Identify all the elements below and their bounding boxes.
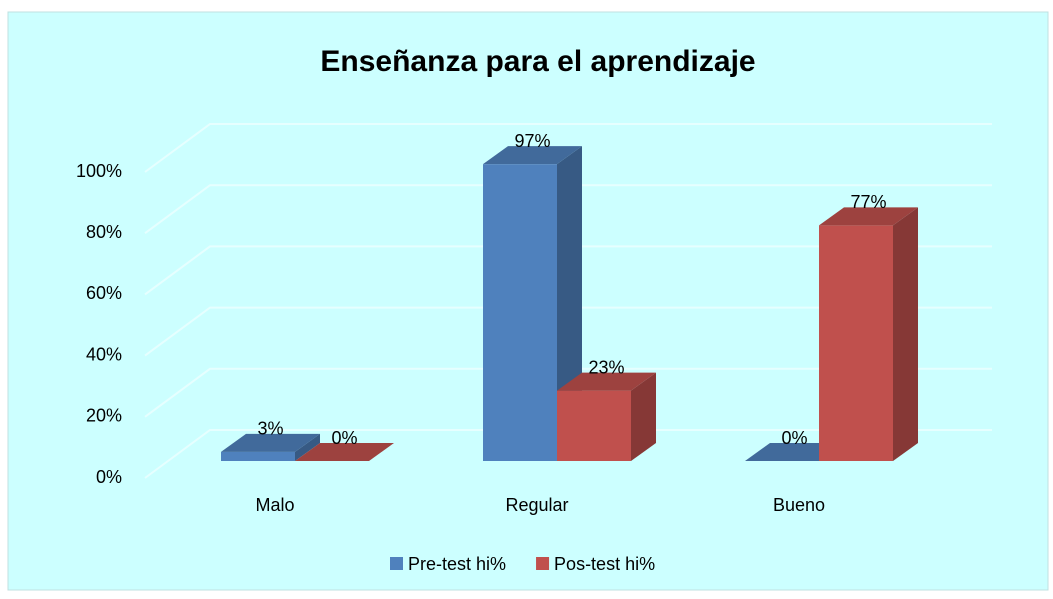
bar: [819, 207, 918, 461]
bar-front: [819, 225, 893, 461]
grid-line: [144, 367, 992, 418]
legend-label: Pre-test hi%: [408, 554, 506, 574]
y-tick-label: 80%: [86, 222, 122, 242]
y-tick-label: 40%: [86, 344, 122, 364]
x-tick-label: Regular: [505, 495, 568, 515]
bar-side: [631, 372, 656, 461]
y-tick-label: 100%: [76, 161, 122, 181]
bar-front: [221, 451, 295, 461]
legend-swatch: [390, 557, 403, 570]
data-label: 0%: [781, 428, 807, 448]
grid-line: [144, 306, 992, 357]
bar-side: [893, 207, 918, 461]
grid-line: [144, 429, 992, 479]
bar: [295, 443, 394, 461]
bar-top: [819, 207, 918, 226]
grid-line: [144, 184, 992, 235]
data-label: 0%: [331, 428, 357, 448]
bar-top: [557, 372, 656, 391]
bar-top: [295, 443, 394, 461]
legend-label: Pos-test hi%: [554, 554, 655, 574]
data-label: 3%: [257, 419, 283, 439]
chart-title: Enseñanza para el aprendizaje: [320, 45, 755, 78]
legend-swatch: [536, 557, 550, 570]
data-label: 77%: [850, 192, 886, 212]
grid-line: [144, 245, 992, 296]
x-tick-label: Bueno: [773, 495, 825, 515]
bar-front: [557, 390, 631, 461]
bar-side: [295, 433, 320, 461]
bar-top: [483, 146, 582, 165]
y-tick-label: 20%: [86, 406, 122, 426]
bar: [221, 433, 320, 461]
x-tick-label: Malo: [255, 495, 294, 515]
data-label: 97%: [514, 131, 550, 151]
y-tick-label: 60%: [86, 283, 122, 303]
y-tick-label: 0%: [96, 467, 122, 487]
bar: [557, 372, 656, 461]
data-label: 23%: [588, 357, 624, 377]
bar-top: [221, 433, 320, 452]
grid-line: [144, 123, 992, 173]
bar: [483, 146, 582, 461]
bar-front: [483, 164, 557, 461]
